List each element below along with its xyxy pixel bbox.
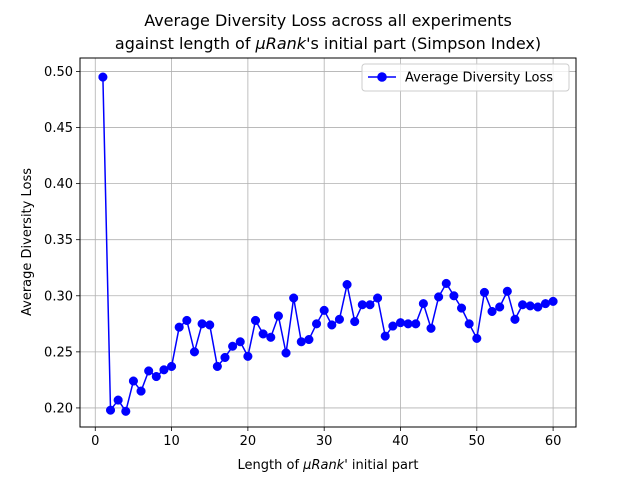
data-point [411,319,421,329]
data-point [456,303,467,313]
data-point [441,278,451,288]
data-point [350,317,360,327]
data-point [502,286,512,296]
data-point [296,337,306,347]
y-tick-label: 0.45 [44,121,73,136]
axis-ticks: 0 10 20 30 40 50 60 0.20 0.25 0.30 0.35 0.40 0.45 0.5… [44,65,561,449]
data-point [533,302,543,312]
data-point [487,306,497,317]
data-point [304,334,314,345]
data-point [510,314,520,324]
x-axis-label-suffix: ' initial part [344,458,418,473]
x-tick-label: 60 [545,434,562,449]
data-point [327,320,337,330]
data-point [105,405,116,415]
data-point [136,386,146,396]
data-point [266,332,276,342]
x-tick-label: 20 [240,434,257,449]
data-point [159,365,169,375]
data-point [403,319,413,329]
data-point [525,301,535,311]
data-point [197,319,207,329]
grid [80,58,576,427]
data-point [395,318,406,328]
y-tick-label: 0.30 [44,289,73,304]
data-series [98,72,558,416]
y-tick-label: 0.50 [44,65,73,80]
x-tick-label: 40 [392,434,409,449]
y-tick-label: 0.35 [44,233,73,248]
x-tick-label: 50 [469,434,486,449]
data-point [479,287,489,297]
data-point [289,293,299,303]
data-point [144,366,154,376]
data-point [212,361,222,371]
y-tick-label: 0.40 [44,177,73,192]
x-tick-label: 0 [91,434,99,449]
chart-title-line-2: against length of μRank's initial part (… [115,34,541,53]
plot-frame [79,57,577,428]
data-point [334,314,344,324]
data-point [243,351,253,361]
data-point [121,406,131,416]
data-point [449,291,459,301]
legend-label: Average Diversity Loss [405,71,553,86]
data-point [434,292,444,302]
data-point [151,371,161,382]
data-point [365,300,375,310]
data-point [128,376,138,386]
data-point [220,352,230,363]
data-point [357,300,367,310]
x-tick-label: 10 [163,434,180,449]
data-point [495,302,505,312]
data-point [388,321,398,331]
data-point [540,299,551,309]
y-tick-label: 0.20 [44,401,73,416]
series-line [102,77,554,413]
chart-title-line-2-prefix: against length of [115,34,256,53]
data-point [518,300,528,310]
data-point [189,347,200,357]
data-point [380,331,390,341]
data-point [373,293,383,303]
legend-box [361,63,570,92]
x-axis-label: Length of μRank' initial part [238,458,419,473]
y-axis-label: Average Diversity Loss [20,168,35,316]
data-point [548,296,558,306]
data-point [228,341,238,351]
data-point [167,361,177,371]
data-point [98,72,108,82]
data-point [182,315,192,325]
data-point [418,299,428,309]
data-point [113,395,123,405]
data-point [258,329,268,339]
data-point [250,315,261,325]
chart-title-line-2-suffix: 's initial part (Simpson Index) [306,34,541,53]
data-point [426,323,436,333]
chart-title-line-2-math: μRank [255,34,307,53]
data-point [342,280,352,290]
data-point [205,320,215,330]
x-tick-label: 30 [316,434,333,449]
data-point [281,348,291,358]
data-point [464,319,474,329]
x-axis-label-prefix: Length of [238,458,304,473]
x-axis-label-math: μRank [302,458,345,473]
data-point [472,333,482,343]
data-point [174,322,184,332]
data-point [312,319,322,329]
chart-title-line-1: Average Diversity Loss across all experi… [144,11,512,30]
data-point [235,337,245,347]
data-point [273,311,283,321]
legend: Average Diversity Loss [361,63,570,92]
legend-marker-swatch [377,72,387,82]
y-tick-label: 0.25 [44,345,73,360]
data-point [319,305,329,315]
